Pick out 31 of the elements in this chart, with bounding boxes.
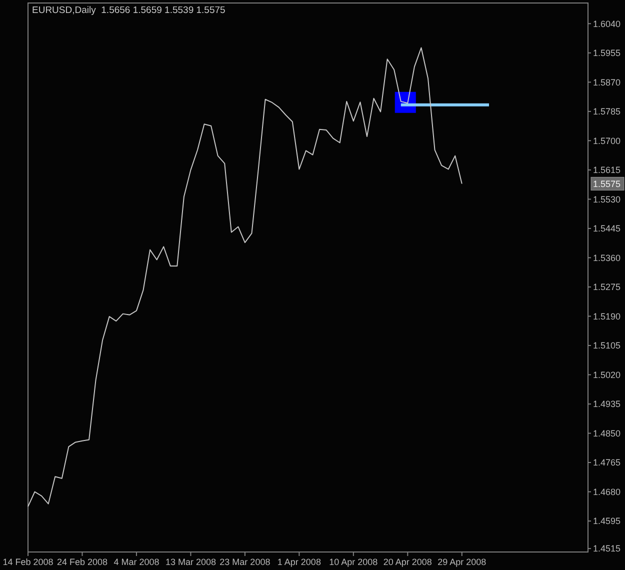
annotation: 1.5575 xyxy=(593,178,621,189)
y-tick-label: 1.5275 xyxy=(593,282,621,292)
y-tick-label: 1.4935 xyxy=(593,399,621,410)
y-tick-label: 1.5190 xyxy=(593,311,621,322)
y-tick-label: 1.4515 xyxy=(593,544,621,554)
y-tick-label: 1.5870 xyxy=(593,77,621,88)
y-tick-label: 1.5530 xyxy=(593,194,621,204)
y-tick-label: 1.5105 xyxy=(593,340,621,351)
x-tick-label: 1 Apr 2008 xyxy=(277,557,321,567)
x-tick-label: 24 Feb 2008 xyxy=(56,557,108,567)
y-tick-label: 1.4680 xyxy=(593,486,621,497)
y-tick-label: 1.6040 xyxy=(593,18,621,29)
x-tick-label: 23 Mar 2008 xyxy=(220,557,270,567)
y-tick-label: 1.5020 xyxy=(593,370,621,380)
y-tick-label: 1.5615 xyxy=(593,165,621,176)
y-tick-label: 1.5785 xyxy=(593,106,621,117)
y-tick-label: 1.4850 xyxy=(593,428,621,438)
y-tick-label: 1.4595 xyxy=(593,516,621,526)
y-tick-label: 1.5445 xyxy=(593,224,621,234)
y-tick-label: 1.4765 xyxy=(593,458,621,468)
y-tick-label: 1.5955 xyxy=(593,48,621,58)
chart-title: EURUSD,Daily 1.5656 1.5659 1.5539 1.5575 xyxy=(32,5,226,16)
x-tick-label: 14 Feb 2008 xyxy=(2,557,54,567)
x-tick-label: 4 Mar 2008 xyxy=(114,557,160,567)
x-tick-label: 20 Apr 2008 xyxy=(383,557,432,567)
x-tick-label: 10 Apr 2008 xyxy=(329,557,378,567)
x-tick-label: 29 Apr 2008 xyxy=(438,557,486,567)
line-series xyxy=(28,47,462,508)
x-tick-label: 13 Mar 2008 xyxy=(165,557,216,567)
y-tick-label: 1.5360 xyxy=(593,252,621,263)
y-tick-label: 1.5700 xyxy=(593,136,621,146)
